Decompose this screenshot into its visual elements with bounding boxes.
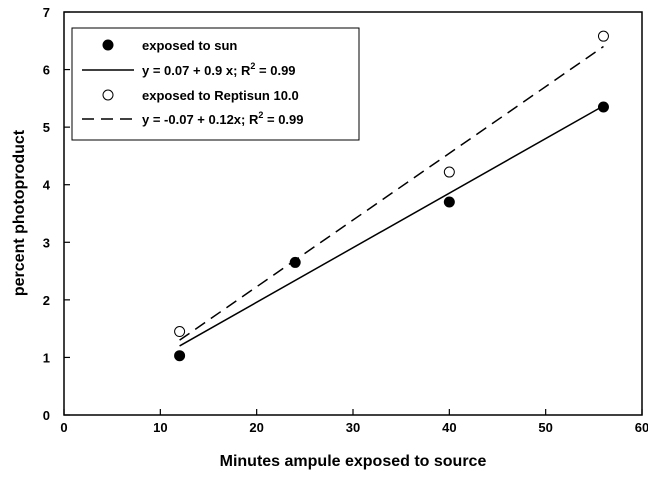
y-tick-label: 4	[43, 178, 51, 193]
x-tick-label: 0	[60, 420, 67, 435]
y-tick-label: 1	[43, 350, 50, 365]
fit-dashed-eq: y = -0.07 + 0.12x; R	[142, 112, 259, 127]
x-tick-label: 30	[346, 420, 360, 435]
y-axis-title: percent photoproduct	[11, 129, 28, 296]
legend-marker-sun	[102, 39, 114, 51]
fit-dashed-sup: 2	[258, 110, 263, 120]
y-tick-label: 2	[43, 293, 50, 308]
point-sun	[289, 256, 301, 268]
point-reptisun	[443, 166, 455, 178]
y-tick-label: 3	[43, 235, 50, 250]
fit-line-dashed	[179, 45, 604, 341]
x-tick-label: 50	[538, 420, 552, 435]
x-axis-ticks: 0 10 20 30 40 50 60	[60, 409, 648, 435]
x-axis-title: Minutes ampule exposed to source	[220, 453, 487, 470]
legend-label-fit-solid: y = 0.07 + 0.9 x; R2 = 0.99	[142, 61, 296, 78]
data-points	[174, 30, 609, 362]
point-sun	[597, 101, 609, 113]
fit-dashed-r2: = 0.99	[263, 112, 303, 127]
fit-lines	[179, 45, 604, 347]
y-tick-label: 0	[43, 408, 50, 423]
x-tick-label: 40	[442, 420, 456, 435]
legend-label-sun: exposed to sun	[142, 38, 237, 53]
point-reptisun	[597, 30, 609, 42]
fit-solid-r2: = 0.99	[255, 63, 295, 78]
legend: exposed to sun y = 0.07 + 0.9 x; R2 = 0.…	[71, 27, 360, 141]
legend-label-fit-dashed: y = -0.07 + 0.12x; R2 = 0.99	[142, 110, 304, 127]
y-axis-ticks: 0 1 2 3 4 5 6 7	[43, 5, 70, 423]
y-tick-label: 6	[43, 63, 50, 78]
point-sun	[174, 350, 186, 362]
point-reptisun	[174, 326, 186, 338]
x-tick-label: 10	[153, 420, 167, 435]
legend-box	[71, 27, 360, 141]
point-sun	[443, 196, 455, 208]
fit-solid-sup: 2	[250, 61, 255, 71]
x-tick-label: 20	[249, 420, 263, 435]
fit-line-solid	[179, 105, 604, 347]
y-tick-label: 5	[43, 120, 50, 135]
fit-solid-eq: y = 0.07 + 0.9 x; R	[142, 63, 251, 78]
legend-label-reptisun: exposed to Reptisun 10.0	[142, 88, 299, 103]
x-tick-label: 60	[635, 420, 648, 435]
y-tick-label: 7	[43, 5, 50, 20]
legend-marker-reptisun	[102, 89, 114, 101]
